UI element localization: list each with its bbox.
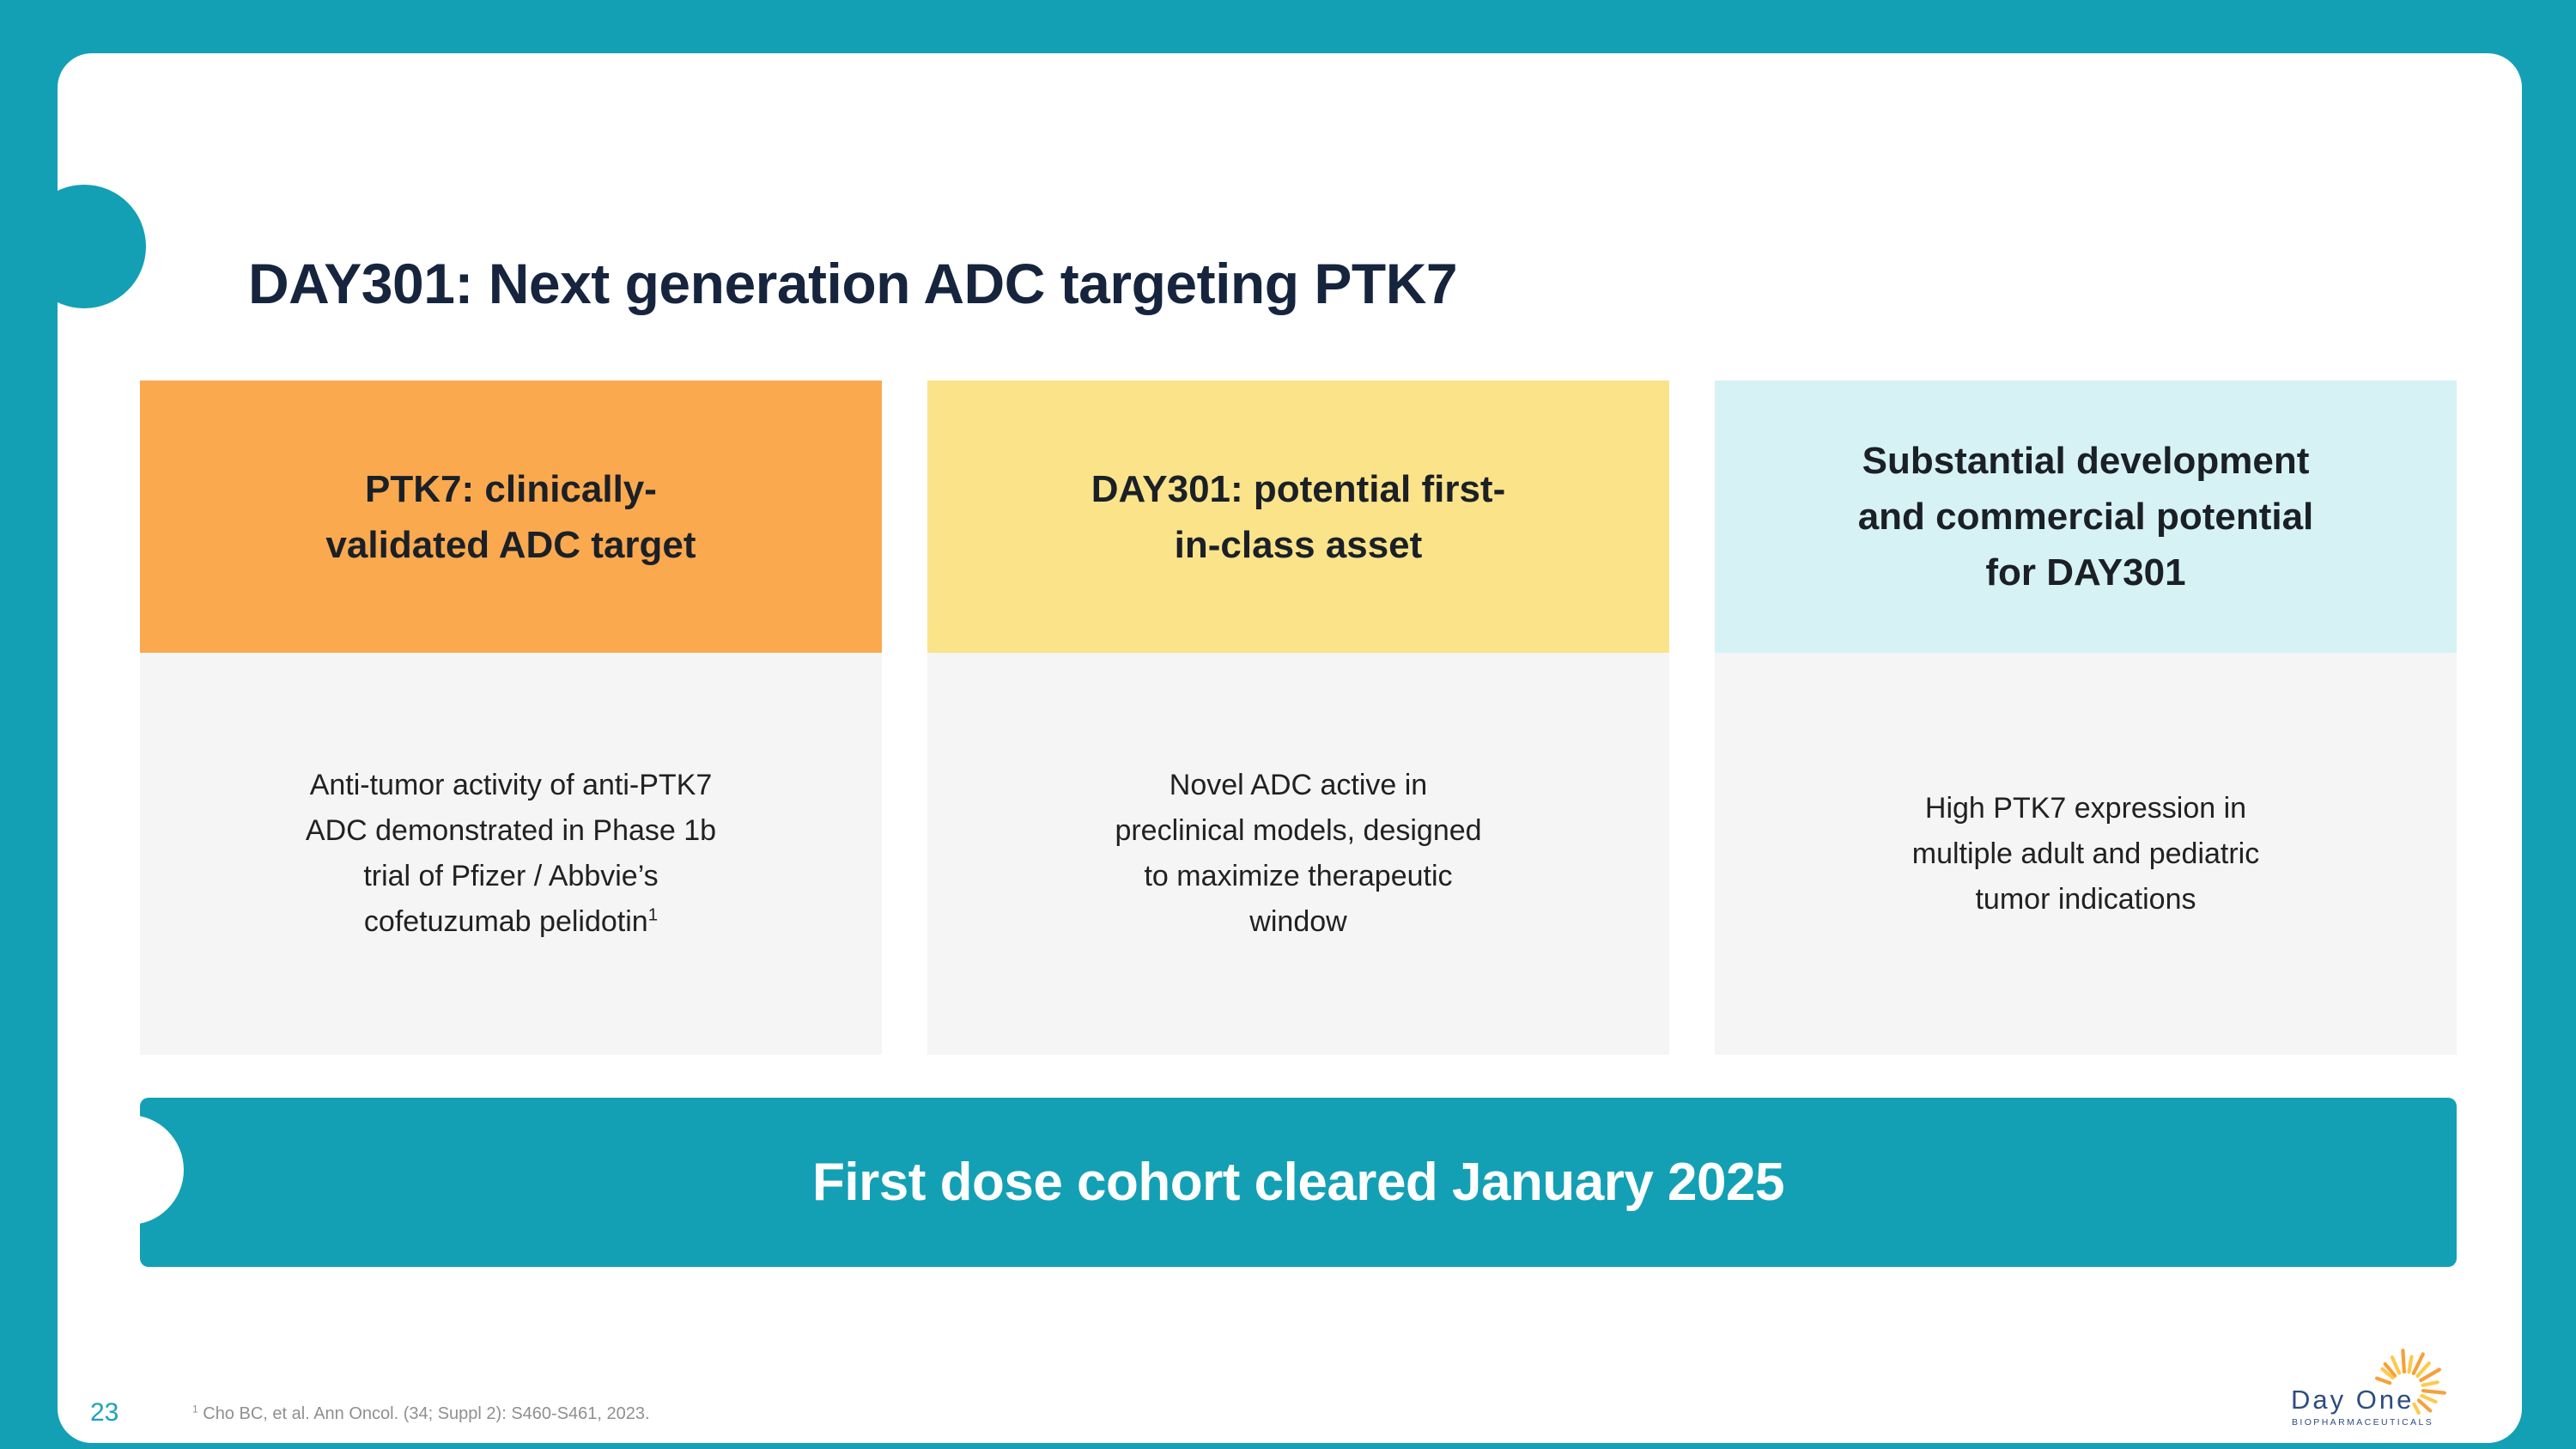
sunburst-icon — [2374, 1349, 2446, 1415]
card-header: DAY301: potential first- in-class asset — [927, 381, 1669, 653]
card-body-copy: High PTK7 expression in multiple adult a… — [1911, 791, 2260, 916]
banner-label: First dose cohort cleared January 2025 — [812, 1153, 1784, 1212]
card-body-copy: Novel ADC active in preclinical models, … — [1115, 769, 1482, 938]
card-body: Novel ADC active in preclinical models, … — [927, 653, 1669, 1055]
card-header: Substantial development and commercial p… — [1715, 381, 2457, 653]
page-number: 23 — [90, 1398, 119, 1427]
card-day301-asset: DAY301: potential first- in-class asset … — [927, 381, 1669, 1055]
page-title: DAY301: Next generation ADC targeting PT… — [248, 252, 1458, 315]
card-header-label: PTK7: clinically- validated ADC target — [325, 467, 696, 566]
card-body-copy: Anti-tumor activity of anti-PTK7 ADC dem… — [305, 769, 717, 938]
footnote: 1 Cho BC, et al. Ann Oncol. (34; Suppl 2… — [192, 1403, 650, 1424]
footnote-text: Cho BC, et al. Ann Oncol. (34; Suppl 2):… — [197, 1404, 650, 1423]
banner-notch — [140, 1115, 184, 1225]
footnote-marker: 1 — [192, 1403, 198, 1416]
card-body-text: High PTK7 expression in multiple adult a… — [1912, 786, 2259, 922]
logo-subtitle: BIOPHARMACEUTICALS — [2292, 1417, 2434, 1428]
card-commercial-potential: Substantial development and commercial p… — [1715, 381, 2457, 1055]
card-body-text: Novel ADC active in preclinical models, … — [1115, 763, 1481, 945]
footnote-reference-mark: 1 — [647, 905, 659, 925]
card-body: High PTK7 expression in multiple adult a… — [1715, 653, 2457, 1055]
card-body: Anti-tumor activity of anti-PTK7 ADC dem… — [140, 653, 882, 1055]
card-header: PTK7: clinically- validated ADC target — [140, 381, 882, 653]
logo-wordmark: Day One — [2291, 1385, 2415, 1415]
day-one-logo: Day One BIOPHARMACEUTICALS — [2291, 1349, 2446, 1440]
card-body-text: Anti-tumor activity of anti-PTK7 ADC dem… — [306, 763, 716, 945]
card-header-label: DAY301: potential first- in-class asset — [1091, 467, 1506, 566]
title-accent-bump — [22, 185, 146, 308]
highlight-banner: First dose cohort cleared January 2025 — [140, 1098, 2457, 1267]
card-ptk7-target: PTK7: clinically- validated ADC target A… — [140, 381, 882, 1055]
card-header-label: Substantial development and commercial p… — [1857, 440, 2314, 594]
